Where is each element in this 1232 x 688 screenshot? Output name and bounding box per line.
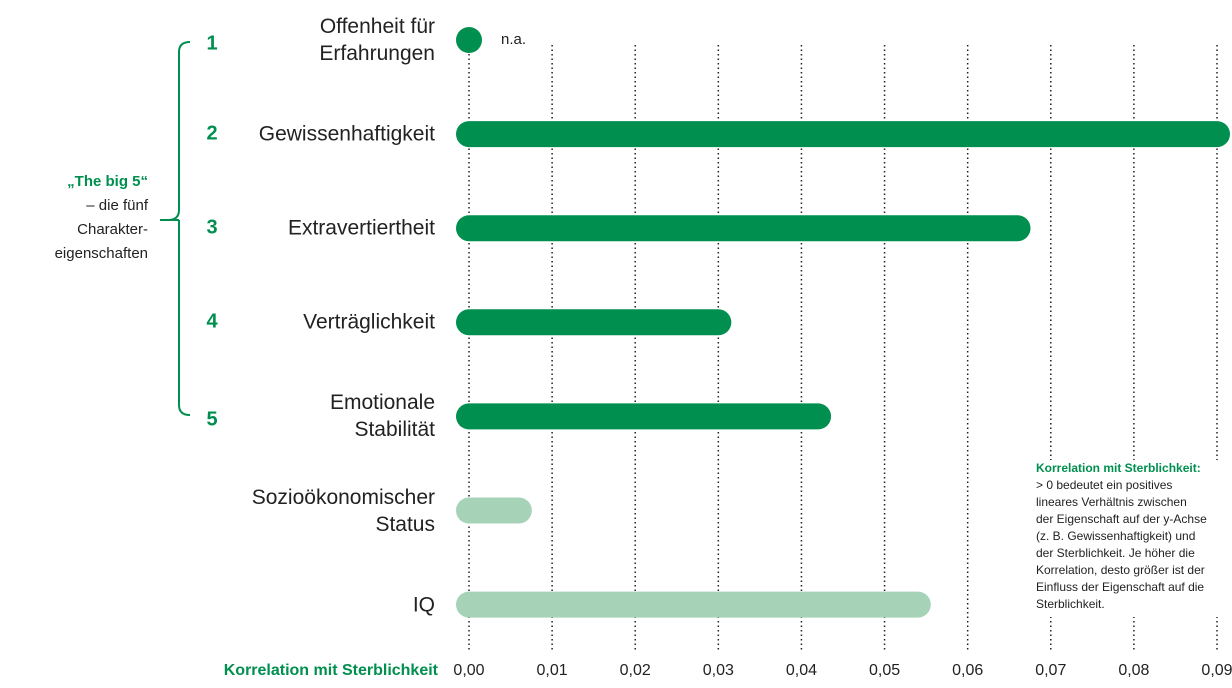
bar — [456, 121, 1230, 148]
group-text: – die fünf Charakter- eigenschaften — [54, 197, 148, 262]
x-tick-label: 0,00 — [453, 662, 484, 679]
bar — [456, 497, 532, 524]
rank-number: 5 — [206, 409, 217, 431]
rank-number: 4 — [206, 311, 218, 333]
category-label: IQ — [412, 593, 435, 617]
rank-number: 2 — [206, 122, 217, 144]
x-tick-label: 0,05 — [869, 662, 900, 679]
bar — [456, 403, 832, 430]
rank-number: 3 — [206, 216, 217, 238]
x-tick-label: 0,09 — [1201, 662, 1232, 679]
note: Korrelation mit Sterblichkeit: > 0 bedeut… — [1036, 460, 1232, 617]
bar — [456, 215, 1031, 242]
category-label: Emotionale Stabilität — [329, 391, 435, 442]
category-label: Sozioökonomischer Status — [251, 485, 435, 536]
category-label: Extravertiertheit — [287, 216, 435, 240]
na-dot — [456, 27, 482, 53]
x-tick-label: 0,03 — [703, 662, 734, 679]
bracket — [167, 41, 191, 416]
rank-number: 1 — [206, 32, 217, 54]
bar — [456, 309, 732, 336]
x-tick-label: 0,04 — [786, 662, 817, 679]
note-text: > 0 bedeutet ein positives lineares Verh… — [1036, 478, 1207, 611]
group-label: „The big 5“ – die fünf Charakter- eigensc… — [55, 170, 148, 266]
bar — [456, 591, 931, 618]
x-tick-label: 0,08 — [1118, 662, 1149, 679]
x-tick-label: 0,06 — [952, 662, 983, 679]
value-label: n.a. — [501, 31, 526, 48]
category-label: Offenheit für Erfahrungen — [319, 15, 435, 65]
x-tick-label: 0,01 — [537, 662, 568, 679]
x-tick-label: 0,07 — [1035, 662, 1066, 679]
category-label: Verträglichkeit — [303, 310, 435, 334]
group-title: „The big 5“ — [67, 173, 148, 190]
note-title: Korrelation mit Sterblichkeit: — [1036, 461, 1201, 475]
x-tick-label: 0,02 — [620, 662, 651, 679]
x-axis-label: Korrelation mit Sterblichkeit — [224, 662, 439, 679]
category-label: Gewissenhaftigkeit — [258, 122, 435, 146]
